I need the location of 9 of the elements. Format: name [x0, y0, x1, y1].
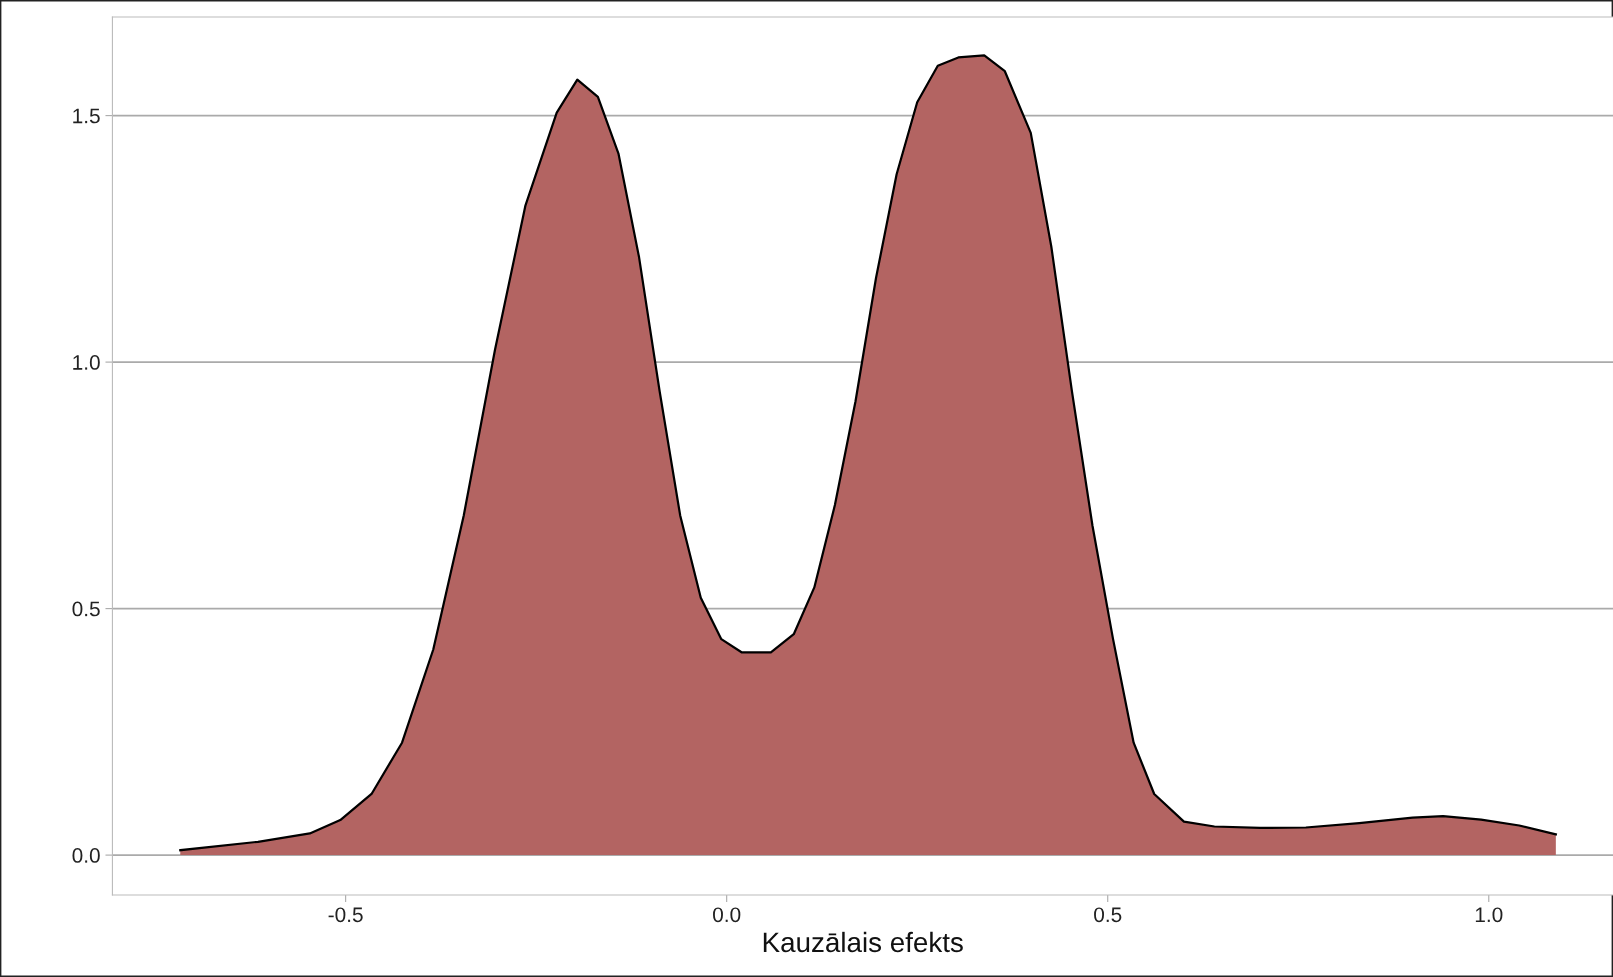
x-tick-label: 0.5	[1094, 907, 1122, 923]
x-tick-label: 0.0	[713, 907, 741, 923]
y-tick-label: 1.0	[73, 355, 100, 370]
x-tick-label: 1.0	[1475, 907, 1503, 923]
x-axis-title: Kauzālais efekts	[763, 931, 963, 953]
y-tick-label: 0.0	[72, 848, 100, 863]
x-tick-label: -0.5	[328, 907, 363, 923]
y-tick-label: 0.5	[72, 601, 100, 617]
y-tick-label: 1.5	[73, 108, 100, 124]
